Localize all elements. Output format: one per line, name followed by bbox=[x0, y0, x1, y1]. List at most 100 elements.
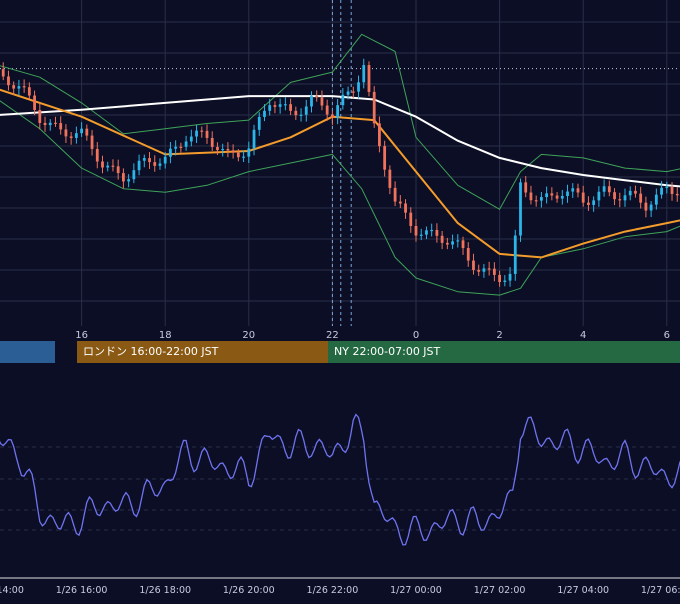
candle-body bbox=[566, 192, 569, 196]
candle-body bbox=[153, 162, 156, 166]
candle-body bbox=[289, 104, 292, 111]
candle-body bbox=[54, 123, 57, 124]
candle-body bbox=[571, 188, 574, 191]
candle-body bbox=[451, 241, 454, 244]
candle-body bbox=[185, 141, 188, 146]
candle-body bbox=[420, 235, 423, 236]
candle-body bbox=[362, 65, 365, 82]
candle-body bbox=[582, 193, 585, 203]
candle-body bbox=[373, 92, 376, 123]
candle-body bbox=[462, 240, 465, 248]
candle-body bbox=[608, 186, 611, 192]
candle-body bbox=[415, 226, 418, 236]
rsi-x-tick-label: 1/27 02:00 bbox=[474, 585, 526, 596]
candle-body bbox=[7, 76, 10, 85]
candle-body bbox=[456, 240, 459, 241]
candle-body bbox=[268, 105, 271, 111]
candle-body bbox=[446, 243, 449, 245]
candle-body bbox=[472, 261, 475, 270]
candle-body bbox=[394, 188, 397, 202]
candle-body bbox=[49, 123, 52, 125]
candle-body bbox=[634, 191, 637, 194]
candle-body bbox=[503, 281, 506, 282]
session-label bbox=[0, 341, 55, 363]
session-label: NY 22:00-07:00 JST bbox=[328, 341, 680, 363]
price-x-tick-label: 2 bbox=[496, 330, 502, 341]
candle-body bbox=[65, 129, 68, 136]
candle-body bbox=[530, 193, 533, 201]
candle-body bbox=[409, 213, 412, 226]
candle-body bbox=[603, 186, 606, 192]
candle-body bbox=[2, 69, 5, 76]
candle-body bbox=[368, 65, 371, 92]
candle-body bbox=[164, 157, 167, 164]
candle-body bbox=[96, 149, 99, 162]
candle-body bbox=[148, 158, 151, 162]
candle-body bbox=[159, 164, 162, 166]
candle-body bbox=[441, 236, 444, 243]
candle-body bbox=[174, 147, 177, 149]
candle-body bbox=[660, 188, 663, 195]
candle-body bbox=[404, 203, 407, 212]
candle-body bbox=[101, 162, 104, 168]
candle-body bbox=[493, 269, 496, 275]
candle-body bbox=[321, 97, 324, 105]
candle-body bbox=[425, 230, 428, 234]
candle-body bbox=[206, 131, 209, 138]
candle-body bbox=[524, 182, 527, 192]
candle-body bbox=[294, 111, 297, 115]
price-x-tick-label: 0 bbox=[413, 330, 419, 341]
rsi-x-tick-label: 1/26 18:00 bbox=[139, 585, 191, 596]
candle-body bbox=[169, 149, 172, 157]
candle-body bbox=[326, 106, 329, 115]
candle-body bbox=[352, 91, 355, 92]
candle-body bbox=[613, 192, 616, 199]
candle-body bbox=[665, 187, 668, 188]
candle-body bbox=[341, 95, 344, 105]
candle-body bbox=[488, 268, 491, 269]
candle-body bbox=[550, 193, 553, 195]
candle-body bbox=[655, 195, 658, 205]
candle-body bbox=[399, 202, 402, 204]
candle-body bbox=[91, 136, 94, 149]
candle-body bbox=[44, 123, 47, 125]
candle-body bbox=[467, 248, 470, 261]
candle-body bbox=[237, 153, 240, 158]
candle-body bbox=[221, 149, 224, 150]
candle-body bbox=[336, 105, 339, 118]
candle-body bbox=[477, 270, 480, 272]
candle-body bbox=[253, 130, 256, 149]
candle-body bbox=[242, 157, 245, 158]
candle-body bbox=[38, 110, 41, 123]
candle-body bbox=[347, 91, 350, 94]
candle-body bbox=[132, 170, 135, 179]
candle-body bbox=[305, 106, 308, 114]
candle-body bbox=[597, 192, 600, 201]
candle-body bbox=[676, 194, 679, 195]
candle-body bbox=[310, 96, 313, 107]
rsi-x-tick-label: 1/27 06:00 bbox=[641, 585, 680, 596]
candle-body bbox=[232, 150, 235, 152]
candle-body bbox=[483, 268, 486, 271]
candle-body bbox=[227, 149, 230, 150]
candle-body bbox=[315, 96, 318, 98]
candle-body bbox=[284, 104, 287, 105]
rsi-x-tick-label: 1/27 00:00 bbox=[390, 585, 442, 596]
candle-body bbox=[519, 182, 522, 235]
candle-body bbox=[650, 205, 653, 211]
candle-body bbox=[200, 131, 203, 132]
candle-body bbox=[274, 105, 277, 107]
price-x-tick-label: 6 bbox=[664, 330, 670, 341]
price-x-tick-label: 4 bbox=[580, 330, 586, 341]
candle-body bbox=[195, 131, 198, 137]
candle-body bbox=[561, 196, 564, 199]
candle-body bbox=[671, 187, 674, 194]
candle-body bbox=[587, 203, 590, 205]
candle-body bbox=[514, 236, 517, 274]
candle-body bbox=[138, 161, 141, 170]
candle-body bbox=[498, 275, 501, 282]
candle-body bbox=[629, 191, 632, 195]
candle-body bbox=[577, 188, 580, 192]
candle-body bbox=[430, 230, 433, 231]
